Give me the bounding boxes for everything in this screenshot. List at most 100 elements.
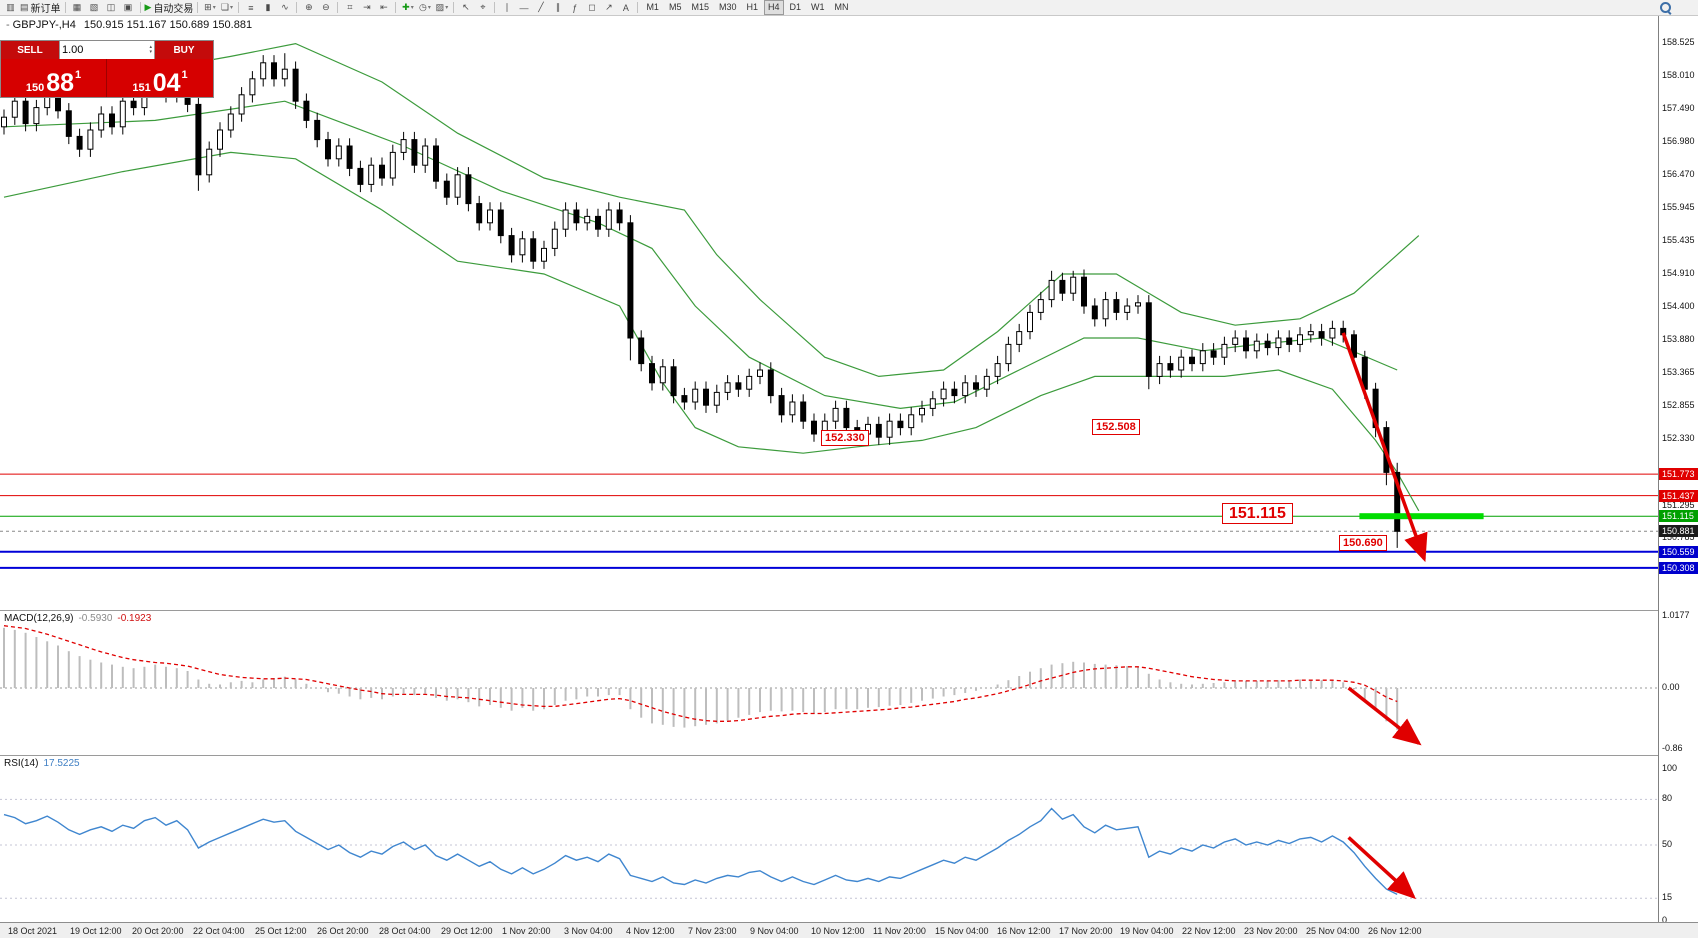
tile-windows-icon[interactable]: ⌗ — [341, 1, 358, 15]
bollinger-lower-band[interactable] — [3, 151, 1420, 512]
zoom-in-icon[interactable]: ⊕ — [300, 1, 317, 15]
volume-input[interactable] — [62, 44, 150, 56]
market-watch-icon[interactable]: ▦ — [69, 1, 86, 15]
auto-scroll-icon-glyph: ⇥ — [363, 2, 371, 12]
search-icon[interactable] — [1660, 2, 1673, 15]
timeframe-m30-button[interactable]: M30 — [718, 2, 737, 12]
equidistant-channel-icon[interactable]: ∥ — [549, 1, 566, 15]
candlestick-chart-icon[interactable]: ▮ — [259, 1, 276, 15]
price-annotation[interactable]: 151.115 — [1222, 503, 1293, 524]
shapes-icon[interactable]: ◻ — [583, 1, 600, 15]
main-chart-svg — [0, 42, 1658, 569]
profiles-icon[interactable]: ❏ ▾ — [218, 1, 235, 15]
price-annotation[interactable]: 152.508 — [1092, 419, 1140, 435]
time-axis-label: 19 Nov 04:00 — [1120, 926, 1174, 936]
navigator-icon[interactable]: ◫ — [103, 1, 120, 15]
time-axis-label: 15 Nov 04:00 — [935, 926, 989, 936]
time-axis-label: 22 Oct 04:00 — [193, 926, 245, 936]
cursor-icon[interactable]: ↖ — [457, 1, 474, 15]
sell-price[interactable]: 150 88 1 — [1, 59, 107, 97]
rsi-indicator-panel[interactable]: RSI(14) 17.5225 — [0, 755, 1658, 922]
trend-arrow-macd[interactable] — [1347, 686, 1422, 746]
magnifier-handle — [1666, 10, 1672, 15]
buy-price[interactable]: 151 04 1 — [107, 59, 213, 97]
buy-price-pips: 04 — [152, 68, 181, 97]
text-icon-glyph: A — [622, 2, 629, 13]
rsi-scale-tick: 80 — [1662, 793, 1673, 803]
spinner-up-icon[interactable]: ▴ — [149, 44, 152, 50]
zoom-in-icon-glyph: ⊕ — [305, 2, 313, 12]
bollinger-middle-band[interactable] — [3, 100, 1398, 410]
rsi-scale-tick: 50 — [1662, 839, 1673, 849]
timeframe-m15-button[interactable]: M15 — [691, 2, 709, 12]
crosshair-icon[interactable]: ⌖ — [474, 1, 491, 15]
macd-indicator-panel[interactable]: MACD(12,26,9) -0.5930 -0.1923 — [0, 610, 1658, 755]
price-tick: 153.880 — [1662, 334, 1695, 344]
new-chart-icon[interactable]: ⊞ ▾ — [201, 1, 218, 15]
new-order-button[interactable]: ▤ 新订单 — [19, 1, 62, 15]
rsi-scale-tick: 15 — [1662, 892, 1673, 902]
macd-main-value: -0.5930 — [78, 613, 113, 624]
timeframe-mn-button[interactable]: MN — [834, 2, 849, 12]
time-axis[interactable]: 18 Oct 2021 19 Oct 12:00 20 Oct 20:00 22 Oc… — [0, 922, 1698, 938]
time-axis-label: 10 Nov 12:00 — [811, 926, 865, 936]
trend-arrow-rsi[interactable] — [1347, 836, 1416, 900]
auto-scroll-icon[interactable]: ⇥ — [358, 1, 375, 15]
terminal-icon[interactable]: ▣ — [120, 1, 137, 15]
timeframe-h1-button[interactable]: H1 — [746, 2, 759, 12]
support-zone-bar[interactable] — [1359, 513, 1484, 520]
spinner-down-icon[interactable]: ▾ — [149, 49, 152, 55]
price-tick: 155.435 — [1662, 235, 1695, 245]
timeframe-m5-button[interactable]: M5 — [668, 2, 682, 12]
price-tick: 158.010 — [1662, 70, 1695, 80]
buy-price-pipette: 1 — [181, 69, 188, 81]
price-annotation[interactable]: 150.690 — [1339, 535, 1387, 551]
vertical-line-icon[interactable]: ∣ — [498, 1, 515, 15]
trendline-icon[interactable]: ╱ — [532, 1, 549, 15]
sell-button[interactable]: SELL — [1, 41, 59, 59]
bar-chart-icon[interactable]: ≡ — [242, 1, 259, 15]
time-axis-label: 25 Oct 12:00 — [255, 926, 307, 936]
timeframe-d1-button[interactable]: D1 — [789, 2, 802, 12]
rsi-line[interactable] — [3, 807, 1398, 896]
periods-icon[interactable]: ◷ ▾ — [416, 1, 433, 15]
line-chart-icon[interactable]: ∿ — [276, 1, 293, 15]
text-icon[interactable]: A — [617, 1, 634, 15]
chart-shift-icon[interactable]: ⇤ — [375, 1, 392, 15]
toolbar-separator — [64, 2, 66, 13]
indicators-icon[interactable]: ✚ ▾ — [399, 1, 416, 15]
price-scale[interactable]: 158.525 158.010 157.490 156.980 156.470 155.9… — [1658, 16, 1698, 925]
new-order-button-glyph: ▤ — [20, 2, 29, 12]
price-badge: 151.115 — [1659, 510, 1698, 522]
time-axis-label: 28 Oct 04:00 — [379, 926, 431, 936]
data-window-icon-glyph: ▧ — [89, 2, 99, 12]
magnifier-lens — [1660, 2, 1671, 13]
fibonacci-icon[interactable]: ƒ — [566, 1, 583, 15]
volume-spinner[interactable]: ▴ ▾ — [149, 45, 152, 55]
price-chart-panel[interactable]: - GBPJPY-,H4 150.915 151.167 150.689 150.8… — [0, 16, 1658, 610]
price-annotation[interactable]: 152.330 — [821, 430, 869, 446]
macd-scale-tick: 0.00 — [1662, 682, 1680, 692]
timeframe-h4-button[interactable]: H4 — [764, 0, 784, 15]
timeframe-w1-button[interactable]: W1 — [811, 2, 825, 12]
timeframe-m1-button[interactable]: M1 — [646, 2, 659, 12]
chart-header-marker: - — [6, 19, 10, 31]
time-axis-label: 17 Nov 20:00 — [1059, 926, 1113, 936]
chart-window-icon[interactable]: ▥ — [2, 1, 19, 15]
price-tick: 150.785 — [1662, 532, 1695, 542]
trend-arrow-main[interactable] — [1341, 332, 1428, 563]
zoom-out-icon[interactable]: ⊖ — [317, 1, 334, 15]
ohlc-values: 150.915 151.167 150.689 150.881 — [83, 19, 253, 31]
horizontal-line-icon[interactable]: ― — [515, 1, 532, 15]
data-window-icon[interactable]: ▧ — [86, 1, 103, 15]
rsi-name: RSI(14) — [4, 758, 39, 769]
buy-button[interactable]: BUY — [155, 41, 213, 59]
arrows-icon[interactable]: ↗ — [600, 1, 617, 15]
bollinger-upper-band[interactable] — [3, 42, 1420, 378]
rsi-svg — [0, 798, 1658, 900]
autotrading-button[interactable]: ▶ 自动交易 — [144, 1, 195, 15]
price-tick: 152.855 — [1662, 400, 1695, 410]
templates-icon[interactable]: ▨ ▾ — [433, 1, 450, 15]
macd-signal-line[interactable] — [3, 625, 1398, 722]
price-badge: 150.881 — [1659, 525, 1698, 537]
